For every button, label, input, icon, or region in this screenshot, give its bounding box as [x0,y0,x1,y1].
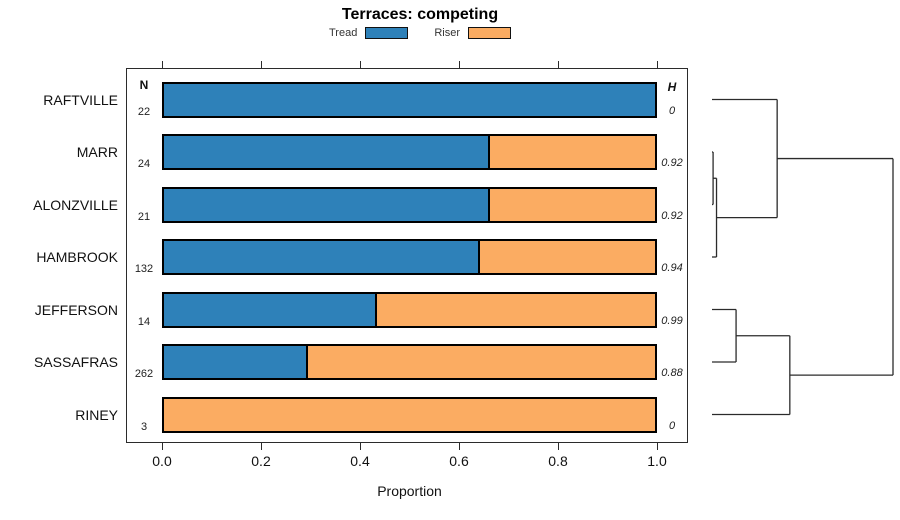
n-value: 132 [134,263,154,275]
n-column-header: N [139,78,149,92]
axis-tick-bottom [558,443,560,450]
axis-tick-top [360,61,362,68]
n-value: 24 [137,158,151,170]
bar-segment-riser [488,136,655,168]
bar-segment-riser [488,188,655,221]
bar-segment-riser [375,293,655,326]
h-value: 0.94 [661,262,683,274]
axis-tick-bottom [657,443,659,450]
axis-tick-bottom [459,443,461,450]
row-label: SASSAFRAS [33,354,118,370]
legend: Tread Riser [0,25,840,41]
stacked-bar [162,134,657,170]
bar-segment-riser [306,346,655,378]
axis-tick-bottom [261,443,263,450]
axis-tick-top [162,61,164,68]
stacked-bar [162,344,657,380]
stacked-bar [162,396,657,433]
legend-label-riser: Riser [434,27,460,39]
bar-segment-tread [164,346,306,378]
row-label: RINEY [75,406,118,423]
h-value: 0.92 [661,157,683,169]
n-value: 14 [137,315,151,328]
legend-label-tread: Tread [329,27,358,39]
bar-segment-tread [164,188,488,221]
chart-title: Terraces: competing [341,6,499,23]
row-label: JEFFERSON [34,301,118,318]
h-value: 0.92 [661,209,683,222]
axis-tick-top [558,61,560,68]
h-value: 0.99 [661,314,683,327]
n-value: 3 [140,420,148,433]
bar-segment-riser [164,398,655,431]
n-value: 262 [134,368,154,380]
axis-tick-top [459,61,461,68]
bar-segment-tread [164,293,375,326]
row-label: RAFTVILLE [43,91,118,108]
h-value: 0 [668,419,676,432]
axis-tick-label: 0.6 [449,453,469,469]
axis-tick-top [261,61,263,68]
axis-tick-label: 0.8 [548,453,568,469]
row-label: MARR [76,144,118,160]
stacked-bar [162,186,657,223]
n-value: 21 [137,210,151,223]
stacked-bar [162,81,657,118]
stacked-bar [162,239,657,275]
stacked-bar [162,291,657,328]
x-axis-label: Proportion [377,483,442,499]
bar-segment-tread [164,83,655,116]
bar-segment-riser [478,241,655,273]
legend-item-riser: Riser [434,27,511,39]
axis-tick-label: 0.2 [251,453,271,469]
h-value: 0 [668,104,676,117]
h-value: 0.88 [661,367,683,379]
bar-segment-tread [164,241,478,273]
legend-swatch-riser [468,27,511,39]
row-label: ALONZVILLE [33,196,118,213]
bar-segment-tread [164,136,488,168]
axis-tick-bottom [162,443,164,450]
row-label: HAMBROOK [36,249,118,265]
h-column-header: H [667,80,677,94]
n-value: 22 [137,105,151,118]
axis-tick-label: 0.0 [152,453,172,469]
legend-swatch-tread [365,27,409,39]
axis-tick-label: 1.0 [647,453,667,469]
axis-tick-label: 0.4 [350,453,370,469]
legend-item-tread: Tread [329,27,409,39]
axis-tick-top [657,61,659,68]
axis-tick-bottom [360,443,362,450]
